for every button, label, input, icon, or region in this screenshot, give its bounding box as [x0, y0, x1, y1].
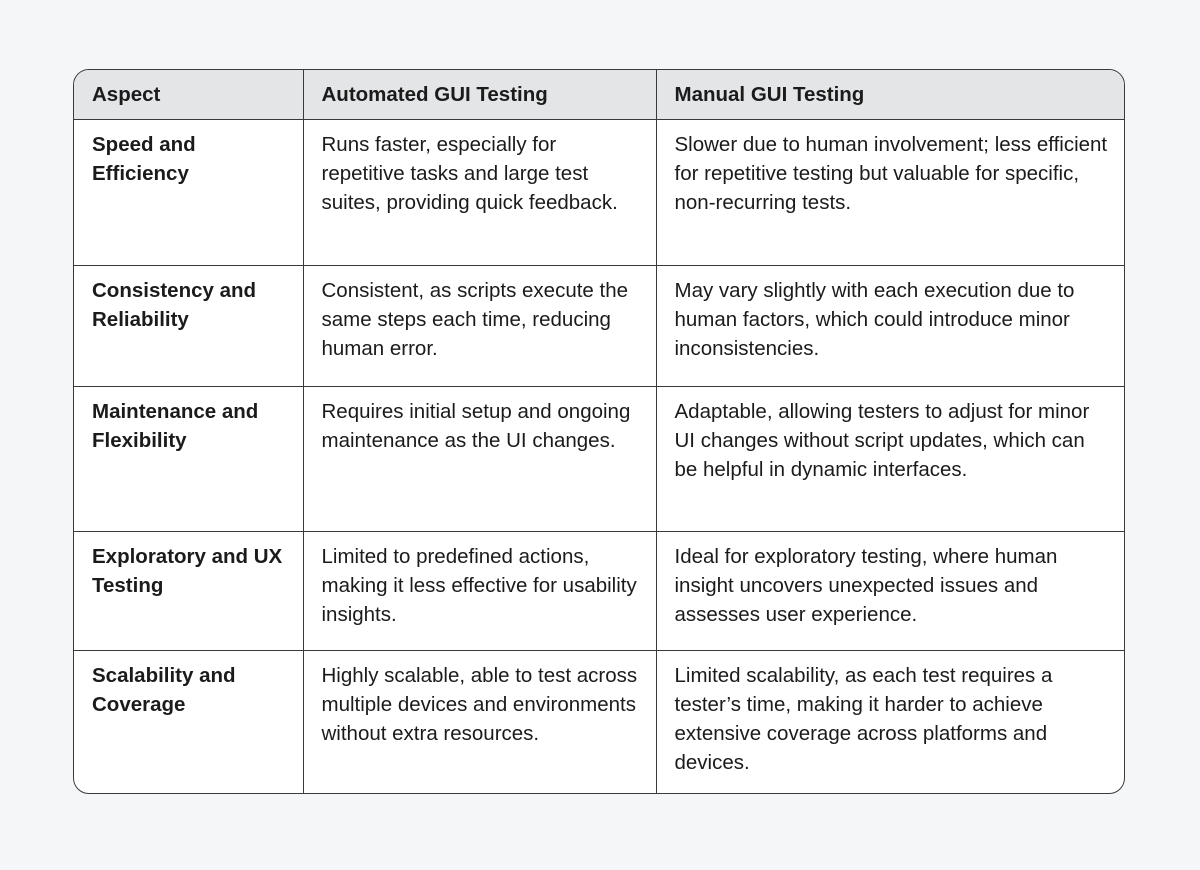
header-cell: Aspect — [74, 70, 304, 120]
comparison-table: Aspect Automated GUI Testing Manual GUI Te… — [73, 69, 1125, 794]
header-cell: Manual GUI Testing — [655, 70, 1124, 120]
table-row: Maintenance and Flexibility Requires init… — [74, 385, 1124, 532]
aspect-cell: Scalability and Coverage — [74, 649, 304, 793]
table-row: Consistency and Reliability Consistent, a… — [74, 264, 1124, 387]
table-cell: Limited to predefined actions, making it… — [302, 530, 657, 651]
table-cell: Adaptable, allowing testers to adjust fo… — [655, 385, 1124, 532]
table-cell: Highly scalable, able to test across mul… — [302, 649, 657, 793]
table-cell: May vary slightly with each execution du… — [655, 264, 1124, 387]
table-row: Scalability and Coverage Highly scalable,… — [74, 649, 1124, 793]
table-row: Speed and Efficiency Runs faster, especia… — [74, 118, 1124, 266]
table-row: Exploratory and UX Testing Limited to pre… — [74, 530, 1124, 651]
header-row: Aspect Automated GUI Testing Manual GUI Te… — [74, 70, 1124, 120]
aspect-cell: Speed and Efficiency — [74, 118, 304, 266]
table-cell: Slower due to human involvement; less ef… — [655, 118, 1124, 266]
aspect-cell: Consistency and Reliability — [74, 264, 304, 387]
aspect-cell: Exploratory and UX Testing — [74, 530, 304, 651]
table-cell: Ideal for exploratory testing, where hum… — [655, 530, 1124, 651]
table-cell: Consistent, as scripts execute the same … — [302, 264, 657, 387]
header-cell: Automated GUI Testing — [302, 70, 657, 120]
table: Aspect Automated GUI Testing Manual GUI Te… — [74, 70, 1124, 793]
table-cell: Requires initial setup and ongoing maint… — [302, 385, 657, 532]
aspect-cell: Maintenance and Flexibility — [74, 385, 304, 532]
table-cell: Limited scalability, as each test requir… — [655, 649, 1124, 793]
table-cell: Runs faster, especially for repetitive t… — [302, 118, 657, 266]
